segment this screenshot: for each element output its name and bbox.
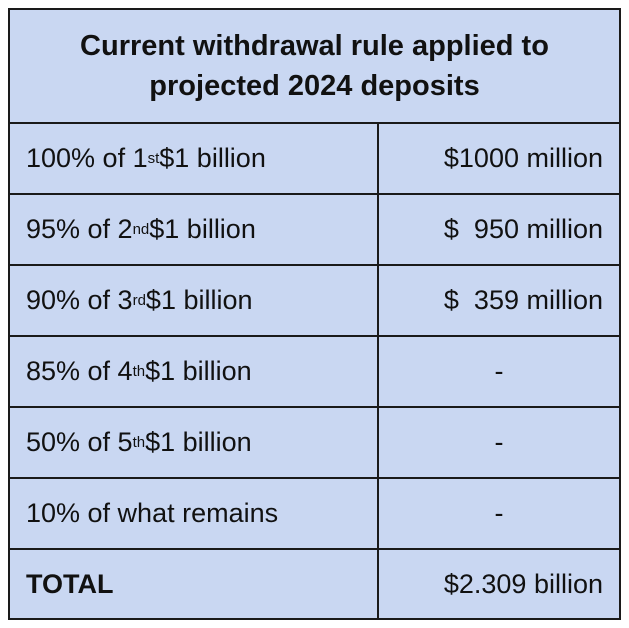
tier-rest: $1 billion (149, 214, 256, 244)
table-title-row: Current withdrawal rule applied to proje… (10, 10, 619, 124)
tier-amount: $1000 million (443, 143, 603, 173)
tier-amount: $ 950 million (443, 214, 603, 244)
tier-rest: $1 billion (145, 356, 252, 386)
tier-rest: $1 billion (145, 285, 253, 315)
total-label: TOTAL (10, 550, 379, 618)
tier-amount: - (494, 356, 504, 386)
tier-percent: 90% of 3 (26, 285, 133, 315)
tier-label: 10% of what remains (10, 479, 379, 548)
tier-rest: $1 billion (145, 427, 252, 457)
tier-percent: 100% of 1 (26, 143, 148, 173)
total-row: TOTAL $2.309 billion (10, 550, 619, 618)
tier-percent: 10% of what remains (26, 498, 279, 528)
table-title: Current withdrawal rule applied to proje… (80, 30, 549, 102)
table-row: 10% of what remains - (10, 479, 619, 550)
withdrawal-table: Current withdrawal rule applied to proje… (8, 8, 621, 620)
total-amount: $2.309 billion (443, 568, 603, 599)
tier-percent: 50% of 5 (26, 427, 133, 457)
tier-percent: 85% of 4 (26, 356, 133, 386)
tier-amount: - (494, 498, 504, 528)
tier-amount: $ 359 million (443, 285, 603, 315)
tier-amount: - (494, 427, 504, 457)
tier-percent: 95% of 2 (26, 214, 133, 244)
tier-rest: $1 billion (159, 143, 266, 173)
